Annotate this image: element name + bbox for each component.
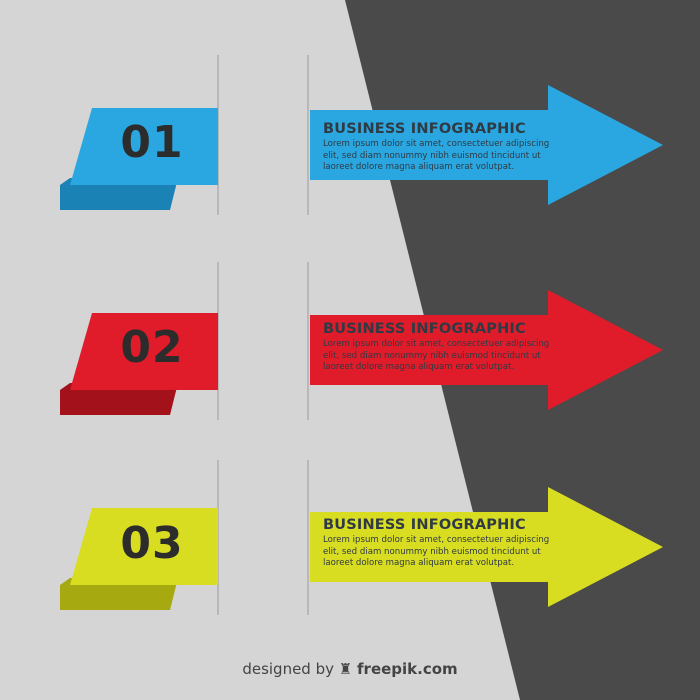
step-1-ribbon-tab bbox=[70, 108, 218, 185]
step-1-ribbon-fold bbox=[60, 178, 178, 210]
step-2-body: Lorem ipsum dolor sit amet, consectetuer… bbox=[323, 339, 550, 372]
step-1-title: BUSINESS INFOGRAPHIC bbox=[323, 121, 526, 137]
step-3-ribbon-fold bbox=[60, 578, 178, 610]
step-2-ribbon-fold bbox=[60, 383, 178, 415]
step-2-ribbon bbox=[60, 313, 218, 415]
step-3-arrow bbox=[310, 487, 663, 607]
step-3-title: BUSINESS INFOGRAPHIC bbox=[323, 517, 526, 533]
step-1-body: Lorem ipsum dolor sit amet, consectetuer… bbox=[323, 139, 550, 172]
step-1-ribbon bbox=[60, 108, 218, 210]
credit-brand: freepik.com bbox=[357, 660, 458, 678]
step-3-ribbon bbox=[60, 508, 218, 610]
step-2-ribbon-tab bbox=[70, 313, 218, 390]
step-1-number: 01 bbox=[120, 117, 184, 168]
credit-prefix: designed by bbox=[242, 660, 334, 678]
step-1-arrow bbox=[310, 85, 663, 205]
step-2-number: 02 bbox=[120, 322, 184, 373]
step-2-arrow bbox=[310, 290, 663, 410]
step-3-number: 03 bbox=[120, 518, 184, 569]
step-2-title: BUSINESS INFOGRAPHIC bbox=[323, 321, 526, 337]
credit-line: designed by ♜ freepik.com bbox=[0, 660, 700, 678]
step-3-body: Lorem ipsum dolor sit amet, consectetuer… bbox=[323, 535, 550, 568]
step-3-ribbon-tab bbox=[70, 508, 218, 585]
freepik-logo-icon: ♜ bbox=[338, 660, 353, 678]
